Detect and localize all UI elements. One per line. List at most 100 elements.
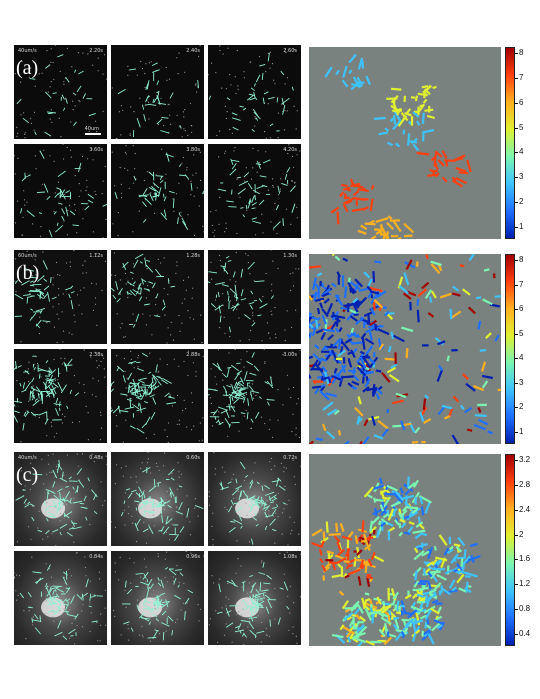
frame-tile: 0.48s 40um/s <box>14 452 107 546</box>
velocity-arrow <box>251 607 255 612</box>
particle-dot <box>277 267 279 269</box>
speed-scale-label: 60um/s <box>18 253 37 259</box>
particle-dot <box>274 542 276 544</box>
velocity-arrow <box>262 562 265 568</box>
particle-dot <box>112 223 114 225</box>
velocity-arrow <box>46 564 51 571</box>
particle-dot <box>241 586 243 588</box>
speed-arrow <box>410 96 416 99</box>
velocity-arrow <box>214 304 224 311</box>
velocity-arrow <box>161 116 169 119</box>
particle-dot <box>264 362 266 364</box>
velocity-arrow <box>166 402 176 405</box>
particle-dot <box>74 643 76 645</box>
particle-dot <box>32 624 34 626</box>
velocity-arrow <box>174 534 179 542</box>
particle-dot <box>95 395 97 398</box>
speed-arrow <box>360 224 368 231</box>
speed-arrow <box>396 236 402 239</box>
particle-dot <box>136 74 138 76</box>
velocity-arrow <box>174 569 182 571</box>
velocity-arrow <box>45 488 53 493</box>
velocity-arrow <box>43 381 48 389</box>
speed-arrow <box>311 316 318 321</box>
speed-arrow <box>473 423 486 431</box>
speed-arrow <box>398 285 409 295</box>
velocity-arrow <box>230 158 234 165</box>
speed-arrow <box>422 532 428 537</box>
speed-arrow <box>355 624 365 634</box>
speed-arrow <box>371 415 376 426</box>
velocity-arrow <box>151 499 155 509</box>
velocity-arrow <box>135 492 141 497</box>
velocity-arrow <box>248 93 255 96</box>
velocity-arrow <box>62 635 68 641</box>
speed-arrow <box>460 558 464 567</box>
particle-dot <box>243 77 245 79</box>
particle-dot <box>20 114 22 116</box>
speed-arrow <box>414 426 421 434</box>
speed-arrow <box>325 521 329 533</box>
speed-map <box>309 47 501 239</box>
speed-arrow <box>340 340 351 352</box>
particle-dot <box>270 310 272 312</box>
particle-dot <box>178 476 180 478</box>
particle-dot <box>274 587 276 590</box>
speed-arrow <box>386 313 394 320</box>
velocity-arrow <box>51 586 60 590</box>
particle-dot <box>225 88 227 90</box>
velocity-arrow <box>111 384 113 388</box>
particle-dot <box>240 565 242 567</box>
velocity-arrow <box>152 69 160 73</box>
velocity-arrow <box>182 221 189 230</box>
frame-tile: 3.00s <box>208 349 301 443</box>
velocity-arrow <box>120 393 128 396</box>
frame-tile: 1.28s <box>111 250 204 344</box>
particle-dot <box>271 290 273 292</box>
velocity-arrow <box>69 210 76 216</box>
particle-dot <box>192 174 194 176</box>
velocity-arrow <box>250 418 254 423</box>
speed-arrow <box>309 314 312 317</box>
velocity-arrow <box>254 83 256 87</box>
velocity-arrow <box>54 193 59 198</box>
velocity-arrow <box>254 603 260 607</box>
velocity-arrow <box>172 198 175 209</box>
particle-dot <box>237 490 239 493</box>
particle-dot <box>66 146 68 149</box>
velocity-arrow <box>228 393 238 399</box>
particle-dot <box>91 394 93 396</box>
particle-dot <box>214 473 216 475</box>
particle-dot <box>292 180 294 182</box>
speed-arrow <box>444 159 456 162</box>
particle-dot <box>92 377 94 379</box>
velocity-arrow <box>234 629 245 633</box>
particle-dot <box>69 609 71 611</box>
velocity-arrow <box>154 601 157 608</box>
particle-dot <box>266 322 268 324</box>
velocity-arrow <box>136 407 147 412</box>
speed-arrow <box>352 367 356 375</box>
velocity-arrow <box>247 94 254 101</box>
velocity-arrow <box>226 385 232 388</box>
particle-dot <box>148 524 150 526</box>
speed-arrow <box>378 605 386 613</box>
colorbar-tick-label: 4 <box>519 353 524 363</box>
velocity-arrow <box>161 306 166 311</box>
particle-dot <box>284 329 286 331</box>
particle-dot <box>54 379 57 382</box>
colorbar-tick <box>515 484 518 486</box>
time-label: 2.38s <box>89 352 103 358</box>
particle-dot <box>277 419 279 421</box>
particle-dot <box>157 258 159 260</box>
particle-dot <box>187 214 189 216</box>
particle-dot <box>103 357 105 359</box>
velocity-arrow <box>30 276 38 279</box>
velocity-arrow <box>21 280 30 286</box>
velocity-arrow <box>248 616 258 620</box>
particle-dot <box>141 462 143 464</box>
particle-dot <box>275 512 277 514</box>
particle-dot <box>274 333 277 335</box>
velocity-arrow <box>238 490 242 501</box>
velocity-arrow <box>210 303 217 308</box>
